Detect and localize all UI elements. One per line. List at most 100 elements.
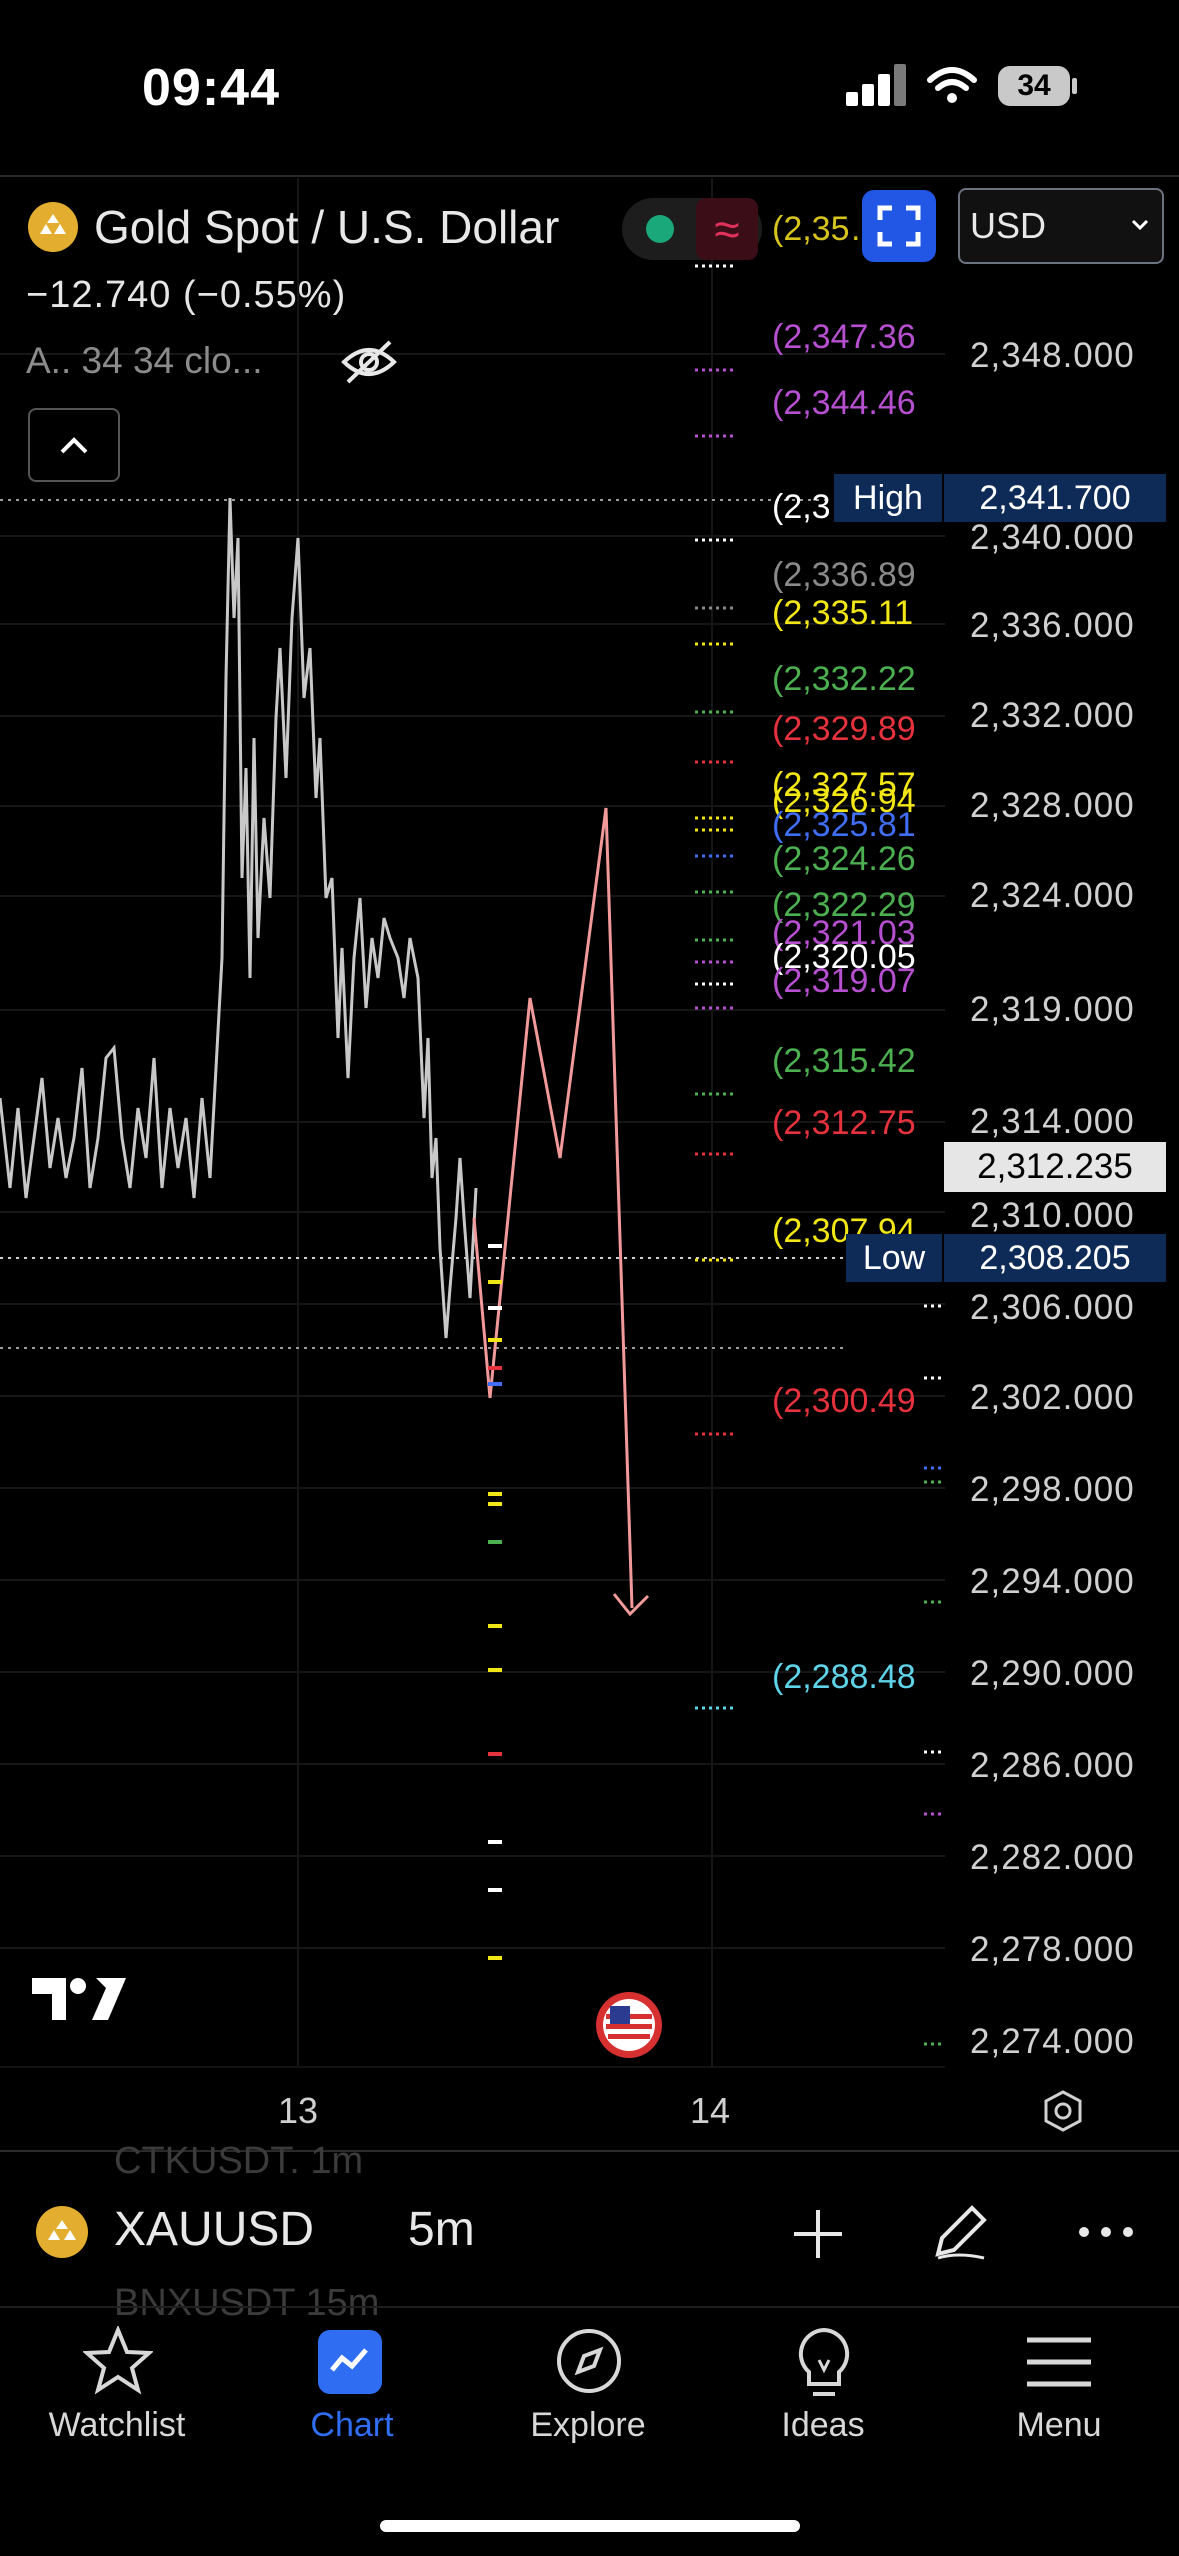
level-label: (2,312.75 <box>772 1104 942 1143</box>
level-value: (2,315.42 <box>772 1042 916 1080</box>
level-value: (2,321.03 <box>772 914 916 952</box>
star-icon <box>83 2326 153 2395</box>
tab-label: Watchlist <box>48 2406 186 2444</box>
ghost-list-item: BNXUSDT 15m <box>114 2282 380 2324</box>
level-value: (2,312.75 <box>772 1104 916 1142</box>
price-axis-label: 2,336.000 <box>970 606 1135 645</box>
drawing-pencil-icon[interactable] <box>928 2198 994 2264</box>
level-value: (2,319.07 <box>772 962 916 1000</box>
market-status-pill[interactable]: ≈ <box>622 198 762 260</box>
level-label: (2,344.46 <box>772 384 942 423</box>
more-options-icon[interactable] <box>1076 2222 1136 2242</box>
level-value: (2,325.81 <box>772 806 916 844</box>
fullscreen-button[interactable] <box>862 190 936 262</box>
price-axis-label: 2,278.000 <box>970 1930 1135 1969</box>
chart-icon <box>318 2330 382 2394</box>
currency-select[interactable]: USD <box>958 188 1164 264</box>
level-label: (2,288.48 <box>772 1658 942 1697</box>
price-axis-label: 2,306.000 <box>970 1288 1135 1327</box>
divider <box>0 2150 1179 2152</box>
us-flag-event-icon[interactable] <box>596 1992 662 2058</box>
level-value: (2,336.89 <box>772 556 916 594</box>
projection-path <box>472 807 634 1609</box>
level-label: (2,327.57 <box>772 766 942 805</box>
price-series <box>0 497 478 1339</box>
level-label: (2,332.22 <box>772 660 942 699</box>
level-value: (2,288.48 <box>772 1658 916 1696</box>
level-label: (2,322.29 <box>772 886 942 925</box>
price-axis-label: 2,314.000 <box>970 1102 1135 1141</box>
price-axis-label: 2,286.000 <box>970 1746 1135 1785</box>
indicator-legend[interactable]: A.. 34 34 clo... <box>26 340 263 381</box>
price-axis-label: 2,324.000 <box>970 876 1135 915</box>
x-axis-label: 14 <box>690 2090 731 2131</box>
price-chart[interactable] <box>0 178 1179 2158</box>
high-tag-value: 2,341.700 <box>944 474 1166 522</box>
price-axis-label: 2,298.000 <box>970 1470 1135 1509</box>
level-label: (2,315.42 <box>772 1042 942 1081</box>
level-label: (2,329.89 <box>772 710 942 749</box>
level-value: (2,324.26 <box>772 840 916 878</box>
fullscreen-icon <box>877 205 921 247</box>
gold-logo-icon <box>28 202 78 252</box>
level-value: (2,327.57 <box>772 766 916 804</box>
divider <box>0 175 1179 177</box>
price-axis-label: 2,290.000 <box>970 1654 1135 1693</box>
data-wave-icon: ≈ <box>696 198 758 260</box>
level-label: (2,336.89 <box>772 556 942 595</box>
price-axis-label: 2,274.000 <box>970 2022 1135 2061</box>
level-value: (2,347.36 <box>772 318 916 356</box>
symbol-title[interactable]: Gold Spot / U.S. Dollar <box>94 201 560 253</box>
level-label: (2,347.36 <box>772 318 942 357</box>
tab-label: Ideas <box>781 2406 865 2444</box>
interval-selector[interactable]: 5m <box>408 2203 475 2256</box>
low-tag-label: Low <box>846 1234 942 1282</box>
price-axis-label: 2,328.000 <box>970 786 1135 825</box>
price-axis-label: 2,282.000 <box>970 1838 1135 1877</box>
collapse-legend-button[interactable] <box>28 408 120 482</box>
price-axis-label: 2,310.000 <box>970 1196 1135 1235</box>
chart-settings-icon[interactable] <box>1038 2086 1088 2136</box>
wifi-icon <box>927 67 977 103</box>
home-indicator <box>380 2520 800 2532</box>
status-time: 09:44 <box>142 59 280 117</box>
level-label: (2,3 <box>772 488 942 527</box>
price-axis-label: 2,319.000 <box>970 990 1135 1029</box>
level-label: (2,326.94 <box>772 782 942 821</box>
level-label: (2,319.07 <box>772 962 942 1001</box>
level-value: (2,329.89 <box>772 710 916 748</box>
level-label: (2,335.11 <box>772 594 942 633</box>
level-value: (2,332.22 <box>772 660 916 698</box>
chevron-down-icon <box>1131 219 1149 231</box>
divider <box>0 2306 1179 2308</box>
tradingview-logo-icon <box>32 1978 126 2020</box>
level-label: (2,321.03 <box>772 914 942 953</box>
symbol-selector[interactable]: XAUUSD <box>114 2203 315 2256</box>
projection-arrowhead <box>612 1593 650 1617</box>
level-value: (2,300.49 <box>772 1382 916 1420</box>
currency-select-value: USD <box>970 205 1047 246</box>
tab-label: Chart <box>310 2406 394 2444</box>
level-value: (2,320.05 <box>772 938 916 976</box>
current-price-tag: 2,312.235 <box>944 1142 1166 1192</box>
price-axis-label: 2,340.000 <box>970 518 1135 557</box>
low-tag-value: 2,308.205 <box>944 1234 1166 1282</box>
price-axis-label: 2,348.000 <box>970 336 1135 375</box>
compass-icon <box>557 2329 621 2393</box>
price-axis-label: 2,294.000 <box>970 1562 1135 1601</box>
hide-eye-icon[interactable] <box>340 338 398 386</box>
ghost-list-item: CTKUSDT. 1m <box>114 2140 364 2182</box>
gold-logo-icon <box>36 2206 88 2258</box>
level-value: (2,3 <box>772 488 831 526</box>
tab-label: Menu <box>1016 2406 1102 2444</box>
cellular-signal-icon <box>846 64 906 106</box>
high-tag-label: High <box>834 474 942 522</box>
level-label: (2,324.26 <box>772 840 942 879</box>
plus-icon[interactable] <box>790 2206 846 2262</box>
level-value: (2,344.46 <box>772 384 916 422</box>
hamburger-icon <box>1027 2337 1091 2387</box>
price-change: −12.740 (−0.55%) <box>26 274 347 316</box>
price-axis-label: 2,302.000 <box>970 1378 1135 1417</box>
x-axis-line <box>0 2066 945 2068</box>
level-label: (2,320.05 <box>772 938 942 977</box>
